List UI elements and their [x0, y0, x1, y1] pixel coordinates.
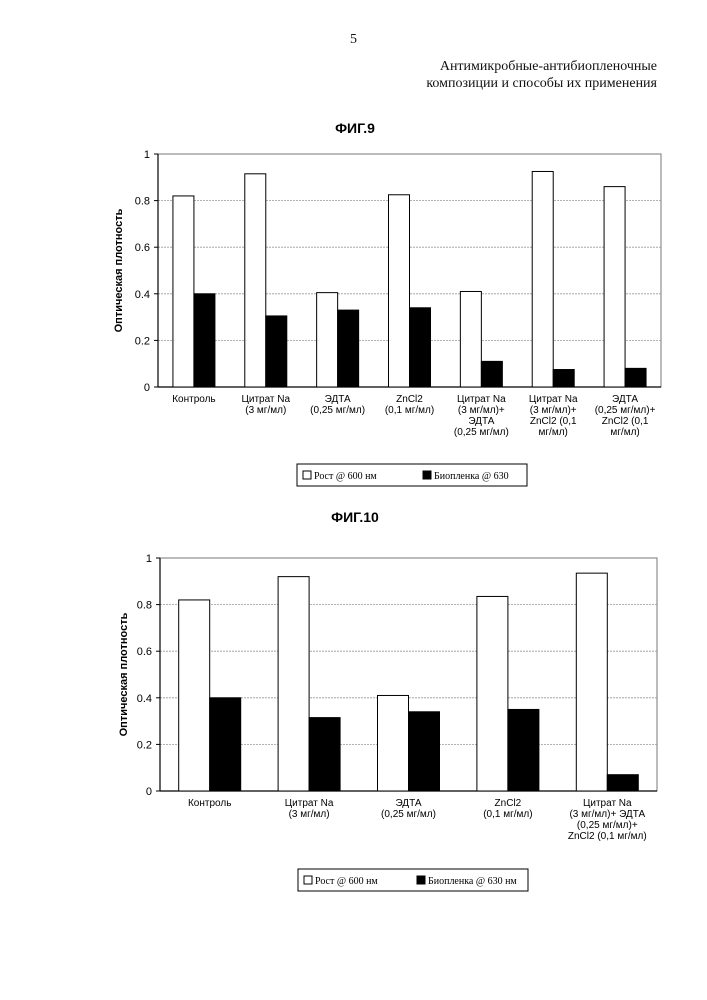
- y-tick-label: 0.8: [135, 196, 150, 208]
- bar-biofilm: [480, 360, 503, 388]
- bar-growth: [388, 194, 410, 388]
- legend-label-growth: Рост @ 600 нм: [314, 471, 377, 482]
- x-category-label: Цитрат Na: [583, 798, 632, 809]
- header-line-2: композиции и способы их применения: [426, 76, 657, 91]
- bar-growth: [531, 170, 554, 388]
- header-line-1: Антимикробные-антибиопленочные: [439, 59, 657, 74]
- legend-swatch-growth: [302, 470, 312, 480]
- x-category-label: мг/мл): [610, 427, 639, 438]
- x-category-label: (0,25 мг/мл)+: [595, 405, 656, 416]
- x-category-label: мг/мл): [539, 427, 568, 438]
- bar-biofilm: [409, 307, 431, 388]
- x-category-label: (0,25 мг/мл)+: [577, 820, 638, 831]
- y-tick-label: 0.8: [137, 600, 152, 612]
- x-category-label: ZnCl2 (0,1 мг/мл): [568, 831, 647, 842]
- x-category-label: ЭДТА: [612, 394, 638, 405]
- legend-label-biofilm: Биопленка @ 630 нм: [428, 876, 517, 887]
- bar-growth: [575, 572, 608, 792]
- x-category-label: Цитрат Na: [285, 798, 334, 809]
- legend-label-biofilm: Биопленка @ 630: [434, 471, 509, 482]
- x-category-label: (0,25 мг/мл): [454, 427, 509, 438]
- y-axis-label: Оптическая плотность: [118, 612, 130, 736]
- legend: Рост @ 600 нм Биопленка @ 630 нм: [297, 868, 529, 892]
- x-category-label: ZnCl2 (0,1: [602, 416, 649, 427]
- y-tick-label: 0.2: [135, 335, 150, 347]
- bar-biofilm: [606, 774, 639, 792]
- y-tick-label: 0.4: [137, 693, 152, 705]
- bar-growth: [476, 595, 509, 792]
- x-category-label: (3 мг/мл): [289, 809, 330, 820]
- x-category-label: (0,25 мг/мл): [310, 405, 365, 416]
- y-tick-label: 0: [146, 786, 152, 798]
- x-category-label: (0,25 мг/мл): [381, 809, 436, 820]
- bar-growth: [277, 576, 310, 792]
- bar-growth: [377, 694, 409, 792]
- bar-biofilm: [193, 293, 216, 388]
- legend-swatch-biofilm: [422, 470, 432, 480]
- x-category-label: (3 мг/мл)+ ЭДТА: [569, 809, 645, 820]
- legend: Рост @ 600 нм Биопленка @ 630: [296, 463, 528, 487]
- y-tick-label: 0.6: [135, 242, 150, 254]
- bar-biofilm: [308, 717, 341, 792]
- bar-growth: [244, 173, 267, 388]
- y-tick-label: 1: [146, 553, 152, 565]
- x-category-label: Цитрат Na: [529, 394, 578, 405]
- chart-title: ФИГ.10: [331, 509, 379, 525]
- bar-growth: [316, 292, 339, 388]
- y-tick-label: 0.2: [137, 739, 152, 751]
- x-category-label: (0,1 мг/мл): [385, 405, 434, 416]
- x-category-label: (3 мг/мл)+: [530, 405, 577, 416]
- bar-growth: [178, 599, 211, 792]
- x-category-label: ZnCl2: [396, 394, 423, 405]
- legend-swatch-biofilm: [416, 875, 426, 885]
- bar-biofilm: [552, 369, 575, 388]
- x-category-label: ЭДТА: [468, 416, 494, 427]
- bar-biofilm: [507, 708, 540, 792]
- y-tick-label: 1: [144, 149, 150, 161]
- y-tick-label: 0: [144, 382, 150, 394]
- chart-title: ФИГ.9: [335, 120, 375, 136]
- bar-growth: [603, 186, 626, 388]
- bar-growth: [459, 290, 482, 388]
- chart-2: ФИГ.10 0 0.2 0.4 0.6 0.8 1 Оптическая плотность…: [118, 509, 658, 892]
- x-category-label: Цитрат Na: [241, 394, 290, 405]
- bar-growth: [172, 195, 195, 388]
- x-category-label: Контроль: [172, 394, 215, 405]
- x-category-label: Цитрат Na: [457, 394, 506, 405]
- x-category-label: (3 мг/мл): [245, 405, 286, 416]
- x-category-label: (3 мг/мл)+: [458, 405, 505, 416]
- running-header: Антимикробные-антибиопленочные композици…: [426, 58, 657, 92]
- x-category-label: ЭДТА: [395, 798, 421, 809]
- y-tick-label: 0.6: [137, 646, 152, 658]
- legend-label-growth: Рост @ 600 нм: [315, 876, 378, 887]
- legend-box: [297, 868, 529, 892]
- y-axis-label: Оптическая плотность: [113, 208, 125, 332]
- page-number: 5: [350, 32, 357, 47]
- x-category-label: ZnCl2 (0,1: [530, 416, 577, 427]
- chart-1: ФИГ.9 0 0.2 0.4 0.6 0.8 1 Оптическая плотность К…: [113, 120, 662, 487]
- x-category-label: ZnCl2: [495, 798, 522, 809]
- bar-biofilm: [624, 367, 647, 388]
- x-category-label: ЭДТА: [325, 394, 351, 405]
- x-category-label: Контроль: [188, 798, 231, 809]
- y-tick-label: 0.4: [135, 289, 150, 301]
- legend-box: [296, 463, 528, 487]
- bar-biofilm: [265, 315, 288, 388]
- x-category-label: (0,1 мг/мл): [483, 809, 532, 820]
- legend-swatch-growth: [303, 875, 313, 885]
- bar-biofilm: [408, 711, 440, 792]
- bar-biofilm: [337, 309, 360, 388]
- bar-biofilm: [209, 697, 242, 792]
